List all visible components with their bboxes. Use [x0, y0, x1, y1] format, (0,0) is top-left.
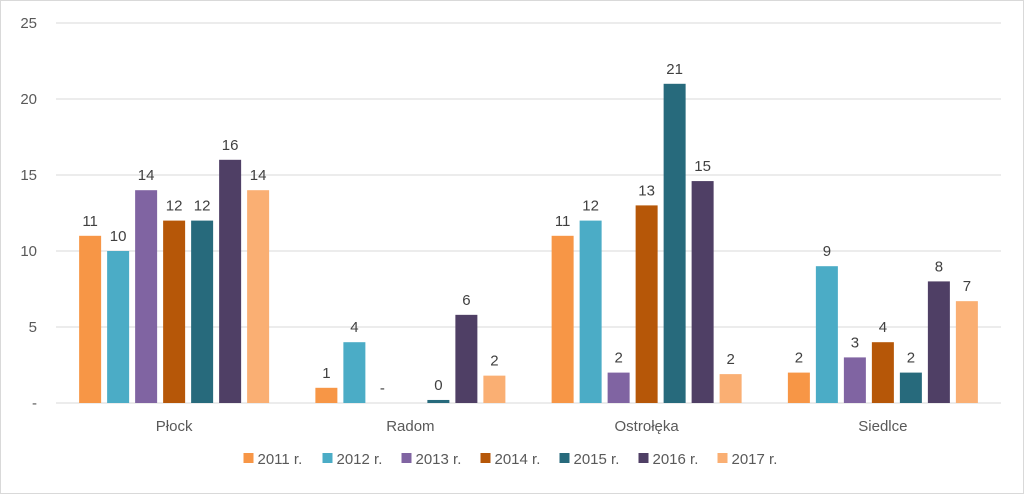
legend-swatch [559, 453, 570, 463]
y-tick-label: 10 [20, 243, 37, 260]
x-category-label: Ostrołęka [615, 418, 680, 435]
legend-label: 2011 r. [258, 451, 303, 468]
bar [483, 375, 506, 403]
bar [455, 314, 478, 403]
bar [691, 181, 714, 403]
y-axis: - 5 10 15 20 25 [20, 15, 37, 412]
bar [107, 251, 130, 403]
data-label: 11 [555, 213, 571, 230]
data-label: 2 [614, 350, 622, 367]
legend-swatch [717, 453, 728, 463]
bar [871, 342, 894, 403]
data-label: 16 [222, 137, 239, 154]
data-label: 21 [666, 61, 683, 78]
data-label: - [380, 380, 385, 397]
bar [579, 220, 602, 403]
y-tick-label: 15 [20, 167, 37, 184]
bar [663, 83, 686, 404]
legend-swatch [401, 453, 412, 463]
bars [79, 83, 978, 404]
data-label: 3 [851, 334, 859, 351]
legend-swatch [480, 453, 491, 463]
data-label: 9 [823, 243, 831, 260]
bar [315, 387, 338, 403]
bar [79, 235, 102, 403]
data-label: 12 [582, 198, 599, 215]
data-label: 4 [879, 319, 887, 336]
legend-label: 2014 r. [495, 451, 541, 468]
legend-label: 2017 r. [732, 451, 778, 468]
x-category-label: Płock [156, 418, 193, 435]
bar [427, 399, 450, 403]
bar [927, 281, 950, 403]
data-label: 8 [935, 258, 943, 275]
legend-swatch [243, 453, 254, 463]
bar [843, 357, 866, 403]
bar [343, 342, 366, 403]
x-category-label: Siedlce [858, 418, 907, 435]
data-label: 13 [638, 182, 655, 199]
bar [163, 220, 186, 403]
data-label: 2 [490, 353, 498, 370]
data-label: 4 [350, 319, 358, 336]
y-tick-label: 5 [29, 319, 37, 336]
data-label: 7 [963, 278, 971, 295]
bar [955, 301, 978, 403]
data-label: 2 [907, 350, 915, 367]
data-label: 0 [434, 377, 442, 394]
data-label: 1 [322, 365, 330, 382]
data-label: 14 [250, 167, 267, 184]
bar [191, 220, 214, 403]
bar [247, 190, 270, 403]
y-tick-label: - [32, 395, 37, 412]
legend-label: 2012 r. [337, 451, 383, 468]
data-label: 14 [138, 167, 155, 184]
bar [787, 372, 810, 403]
x-axis: Płock Radom Ostrołęka Siedlce [156, 418, 908, 435]
legend-label: 2013 r. [416, 451, 462, 468]
bar [551, 235, 574, 403]
bar [607, 372, 630, 403]
bar [135, 190, 158, 403]
data-label: 2 [726, 351, 734, 368]
y-tick-label: 20 [20, 91, 37, 108]
data-label: 2 [795, 350, 803, 367]
y-tick-label: 25 [20, 15, 37, 32]
legend-swatch [638, 453, 649, 463]
data-label: 12 [194, 198, 211, 215]
legend-label: 2015 r. [574, 451, 620, 468]
data-label: 6 [462, 292, 470, 309]
data-label: 10 [110, 228, 127, 245]
x-category-label: Radom [386, 418, 434, 435]
bar [899, 372, 922, 403]
bar [719, 374, 742, 403]
gridlines [56, 22, 1001, 404]
data-label: 15 [694, 158, 711, 175]
bar [219, 159, 242, 403]
data-label: 11 [82, 213, 98, 230]
bar [815, 266, 838, 403]
data-label: 12 [166, 198, 183, 215]
legend: 2011 r. 2012 r. 2013 r. 2014 r. 2015 r. 2016 … [243, 451, 778, 468]
legend-label: 2016 r. [653, 451, 699, 468]
legend-swatch [322, 453, 333, 463]
bar [635, 205, 658, 403]
